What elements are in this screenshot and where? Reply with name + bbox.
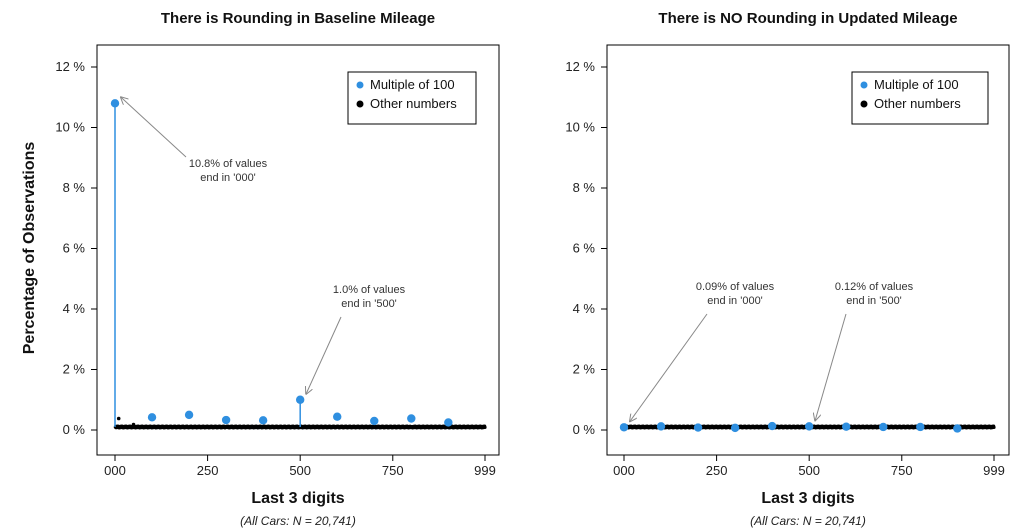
left-y-tick-label: 2 % — [63, 362, 86, 377]
right-chart-title: There is NO Rounding in Updated Mileage — [658, 10, 957, 27]
right-chart-panel: 0 % 2 % 4 % 6 % 8 % 10 % 12 % 000 250 500 750 999 0.… — [565, 44, 1010, 478]
right-x-tick-label: 250 — [706, 463, 728, 478]
left-annotation-text: end in '000' — [200, 172, 256, 184]
right-y-tick-label: 8 % — [573, 180, 596, 195]
left-y-tick-label: 12 % — [55, 59, 85, 74]
right-legend: Multiple of 100 Other numbers — [851, 71, 989, 125]
left-annotation-text: 1.0% of values — [333, 284, 406, 296]
left-y-axis-label: Percentage of Observations — [21, 142, 38, 355]
right-multiple-point — [656, 422, 666, 431]
right-y-tick-label: 0 % — [573, 422, 596, 437]
right-annotation-text: end in '500' — [846, 295, 902, 307]
left-x-tick-label: 000 — [104, 463, 126, 478]
left-multiple-point — [147, 413, 157, 422]
left-annotation: 10.8% of values end in '000' — [121, 97, 268, 184]
right-annotation: 0.12% of values end in '500' — [815, 281, 914, 420]
left-legend-swatch — [356, 100, 364, 108]
left-plot-frame — [96, 44, 500, 456]
left-legend-label: Multiple of 100 — [370, 77, 455, 92]
left-chart-panel: 0 % 2 % 4 % 6 % 8 % 10 % 12 % 000 250 500 750 999 10… — [55, 44, 500, 478]
left-sample-note: (All Cars: N = 20,741) — [240, 514, 356, 528]
right-multiple-point — [916, 422, 925, 432]
right-legend-label: Multiple of 100 — [874, 77, 959, 92]
right-legend-box — [851, 71, 989, 125]
left-chart-title: There is Rounding in Baseline Mileage — [161, 10, 435, 27]
left-multiple-point — [221, 415, 231, 425]
left-annotation: 1.0% of values end in '500' — [306, 284, 406, 394]
left-annotation-arrow — [306, 316, 342, 394]
left-y-tick-label: 10 % — [55, 120, 85, 135]
left-other-point — [483, 425, 487, 429]
left-multiple-point — [295, 395, 305, 404]
right-other-point — [992, 425, 996, 429]
right-y-tick-label: 10 % — [565, 120, 595, 135]
left-other-point — [131, 422, 136, 427]
right-legend-swatch — [860, 100, 868, 108]
left-multiple-point — [333, 412, 342, 421]
right-multiple-point — [730, 423, 740, 433]
right-y-tick-label: 12 % — [565, 59, 595, 74]
right-multiple-point — [693, 423, 703, 432]
right-annotation-text: 0.12% of values — [835, 281, 914, 293]
right-annotation-text: 0.09% of values — [696, 281, 775, 293]
right-multiple-point — [804, 422, 814, 431]
right-annotation: 0.09% of values end in '000' — [630, 281, 775, 421]
right-x-axis-label: Last 3 digits — [761, 490, 854, 507]
left-x-tick-label: 250 — [197, 463, 219, 478]
left-y-tick-label: 6 % — [63, 241, 86, 256]
right-sample-note: (All Cars: N = 20,741) — [750, 514, 866, 528]
left-x-tick-label: 999 — [474, 463, 496, 478]
left-legend-box — [347, 71, 477, 125]
right-multiple-of-100-series — [619, 421, 962, 433]
right-y-tick-label: 6 % — [573, 241, 596, 256]
left-multiple-point — [258, 416, 268, 425]
left-legend: Multiple of 100 Other numbers — [347, 71, 477, 125]
right-legend-swatch — [860, 81, 868, 89]
right-plot-frame — [606, 44, 1010, 456]
right-multiple-point — [842, 422, 851, 431]
left-y-tick-label: 4 % — [63, 301, 86, 316]
left-y-tick-label: 8 % — [63, 180, 86, 195]
left-legend-swatch — [356, 81, 364, 89]
right-legend-label: Other numbers — [874, 96, 961, 111]
right-x-tick-label: 000 — [613, 463, 635, 478]
right-annotation-text: end in '000' — [707, 295, 763, 307]
left-multiple-point — [444, 418, 453, 427]
right-annotation-arrow — [630, 313, 708, 421]
right-x-tick-label: 999 — [983, 463, 1005, 478]
left-legend-label: Other numbers — [370, 96, 457, 111]
right-multiple-point — [767, 421, 777, 431]
left-multiple-of-100-series — [110, 99, 453, 427]
left-other-point — [116, 416, 121, 421]
left-y-tick-label: 0 % — [63, 422, 86, 437]
left-annotation-text: 10.8% of values — [189, 158, 268, 170]
right-y-tick-label: 4 % — [573, 301, 596, 316]
right-x-tick-label: 750 — [891, 463, 913, 478]
right-annotation-arrow — [815, 313, 847, 420]
left-annotation-arrow — [121, 97, 187, 158]
left-multiple-point — [370, 416, 379, 426]
left-multiple-point — [184, 410, 194, 420]
left-multiple-point — [407, 414, 416, 423]
left-x-tick-label: 750 — [382, 463, 404, 478]
right-multiple-point — [953, 424, 962, 433]
right-x-tick-label: 500 — [798, 463, 820, 478]
left-multiple-point — [110, 99, 120, 108]
left-x-tick-label: 500 — [289, 463, 311, 478]
right-y-tick-label: 2 % — [573, 362, 596, 377]
left-other-numbers-series — [113, 416, 487, 430]
left-annotation-text: end in '500' — [341, 298, 397, 310]
left-x-axis-label: Last 3 digits — [251, 490, 344, 507]
right-multiple-point — [619, 423, 629, 432]
right-multiple-point — [879, 422, 888, 432]
